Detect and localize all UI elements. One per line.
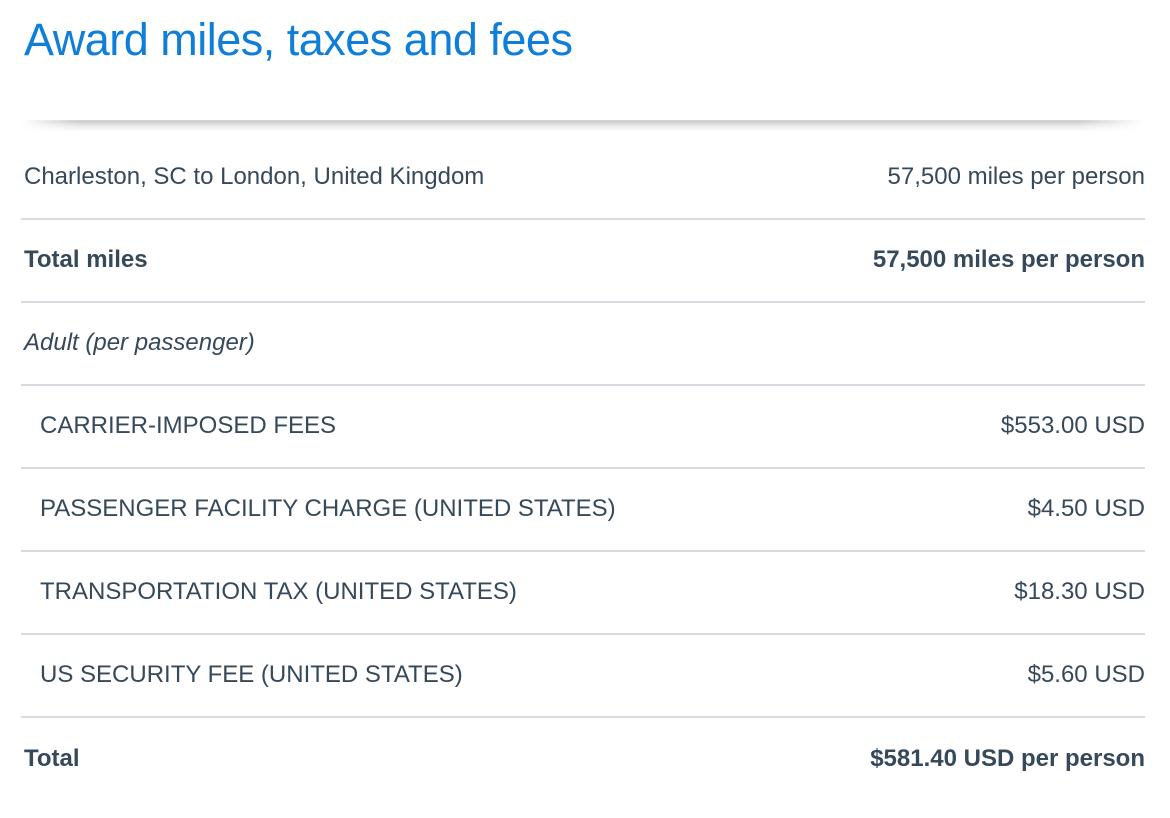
table-row: CARRIER-IMPOSED FEES $553.00 USD xyxy=(21,386,1145,469)
row-label: US SECURITY FEE (UNITED STATES) xyxy=(40,661,463,689)
row-label: Total xyxy=(24,745,80,773)
row-label: CARRIER-IMPOSED FEES xyxy=(40,412,337,440)
table-row: TRANSPORTATION TAX (UNITED STATES) $18.3… xyxy=(21,552,1145,635)
table-row: Adult (per passenger) xyxy=(21,303,1145,386)
row-value: 57,500 miles per person xyxy=(872,246,1145,274)
row-value: 57,500 miles per person xyxy=(887,163,1145,191)
page-title: Award miles, taxes and fees xyxy=(24,14,573,65)
row-label: PASSENGER FACILITY CHARGE (UNITED STATES… xyxy=(40,495,616,523)
fees-table: Charleston, SC to London, United Kingdom… xyxy=(21,137,1145,801)
row-value: $18.30 USD xyxy=(1014,578,1145,606)
table-row: PASSENGER FACILITY CHARGE (UNITED STATES… xyxy=(21,469,1145,552)
header-bottom-shadow xyxy=(21,119,1145,133)
table-row: Charleston, SC to London, United Kingdom… xyxy=(21,137,1145,220)
award-summary-page: Award miles, taxes and fees Charleston, … xyxy=(0,14,1170,818)
row-label: TRANSPORTATION TAX (UNITED STATES) xyxy=(40,578,517,606)
row-value: $4.50 USD xyxy=(1027,495,1145,523)
table-row: Total miles 57,500 miles per person xyxy=(21,220,1145,303)
row-label: Charleston, SC to London, United Kingdom xyxy=(24,163,485,191)
table-row: Total $581.40 USD per person xyxy=(21,718,1145,801)
row-value: $553.00 USD xyxy=(1000,412,1145,440)
row-value: $581.40 USD per person xyxy=(870,745,1145,773)
row-label: Adult (per passenger) xyxy=(24,329,255,357)
table-row: US SECURITY FEE (UNITED STATES) $5.60 US… xyxy=(21,635,1145,718)
row-label: Total miles xyxy=(24,246,148,274)
row-value: $5.60 USD xyxy=(1027,661,1145,689)
